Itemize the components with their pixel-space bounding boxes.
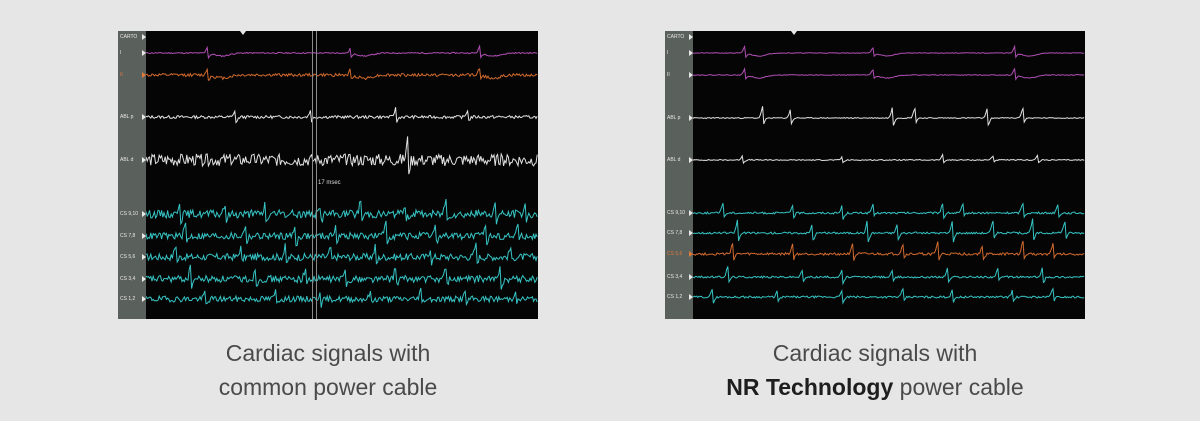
channel-label-abl-d: ABL d (667, 157, 681, 163)
channel-marker (689, 210, 693, 216)
channel-label-cs-9-10: CS 9,10 (667, 210, 686, 216)
channel-label-cs-7-8: CS 7,8 (667, 230, 683, 236)
caliper-line (312, 31, 313, 319)
left-trace-area: 17 msec (145, 31, 538, 319)
trace-cs-5-6 (145, 242, 538, 266)
trace-lead-ii (145, 67, 538, 81)
trace-cs-7-8 (692, 218, 1085, 243)
trace-cs-1-2 (692, 287, 1085, 305)
trace-cs-3-4 (692, 266, 1085, 286)
channel-label-cs-7-8: CS 7,8 (120, 233, 136, 239)
channel-marker (142, 72, 146, 78)
left-channel-sidebar: CARTO I II ABL p ABL d CS 9,10 CS 7,8 CS… (118, 31, 146, 319)
channel-marker (142, 276, 146, 282)
channel-label-abl-p: ABL p (667, 115, 681, 121)
right-channel-sidebar: CARTO I II ABL p ABL d CS 9,10 CS 7,8 CS… (665, 31, 693, 319)
brand-name: NR Technology (726, 374, 894, 400)
trace-lead-i (145, 44, 538, 60)
left-caption: Cardiac signals with common power cable (118, 336, 538, 404)
channel-label-abl-d: ABL d (120, 157, 134, 163)
right-trace-area (692, 31, 1085, 319)
channel-marker (689, 72, 693, 78)
trace-abl-d (692, 153, 1085, 165)
trace-lead-i (692, 44, 1085, 59)
channel-label-cs-1-2: CS 1,2 (667, 294, 683, 300)
timeline-marker (240, 31, 246, 35)
channel-label-carto: CARTO (667, 34, 685, 40)
channel-label-cs-5-6: CS 5,6 (667, 251, 683, 257)
trace-cs-3-4 (145, 264, 538, 290)
right-caption-suffix: power cable (893, 374, 1024, 400)
caliper-line (316, 31, 317, 319)
trace-lead-ii (693, 66, 1085, 81)
trace-abl-p (692, 106, 1085, 127)
trace-cs-9-10 (692, 202, 1085, 220)
channel-marker (142, 34, 146, 40)
channel-marker (689, 251, 693, 257)
left-caption-line1: Cardiac signals with (225, 340, 431, 366)
channel-label-cs-9-10: CS 9,10 (120, 211, 139, 217)
trace-cs-9-10 (145, 198, 538, 226)
left-signal-screen: CARTO I II ABL p ABL d CS 9,10 CS 7,8 CS… (118, 31, 538, 319)
trace-cs-5-6 (692, 240, 1085, 261)
channel-label-cs-3-4: CS 3,4 (120, 276, 136, 282)
channel-marker (689, 50, 693, 56)
channel-marker (142, 254, 146, 260)
channel-marker (689, 157, 693, 163)
left-caption-line2: common power cable (218, 374, 438, 400)
trace-abl-p (145, 107, 538, 124)
channel-label-i: I (120, 50, 122, 56)
right-caption-line1: Cardiac signals with (772, 340, 978, 366)
channel-marker (142, 50, 146, 56)
right-caption-line2: NR Technology power cable (665, 370, 1085, 404)
channel-marker (142, 114, 146, 120)
channel-label-ii: II (120, 72, 123, 78)
channel-marker (689, 230, 693, 236)
channel-label-cs-5-6: CS 5,6 (120, 254, 136, 260)
channel-label-i: I (667, 50, 669, 56)
channel-label-ii: II (667, 72, 670, 78)
left-waveforms (145, 44, 538, 308)
trace-cs-7-8 (145, 220, 538, 247)
trace-abl-d (145, 136, 538, 175)
caliper-measurement: 17 msec (318, 180, 341, 186)
channel-label-carto: CARTO (120, 34, 138, 40)
channel-marker (689, 34, 693, 40)
channel-marker (142, 211, 146, 217)
channel-marker (689, 115, 693, 121)
timeline-marker (791, 31, 797, 35)
right-waveforms (692, 44, 1085, 305)
right-signal-screen: CARTO I II ABL p ABL d CS 9,10 CS 7,8 CS… (665, 31, 1085, 319)
channel-marker (142, 233, 146, 239)
channel-label-cs-1-2: CS 1,2 (120, 296, 136, 302)
trace-cs-1-2 (145, 287, 538, 308)
channel-label-cs-3-4: CS 3,4 (667, 274, 683, 280)
channel-marker (142, 157, 146, 163)
channel-marker (689, 274, 693, 280)
channel-label-abl-p: ABL p (120, 114, 134, 120)
channel-marker (142, 296, 146, 302)
channel-marker (689, 294, 693, 300)
right-caption: Cardiac signals with NR Technology power… (665, 336, 1085, 404)
